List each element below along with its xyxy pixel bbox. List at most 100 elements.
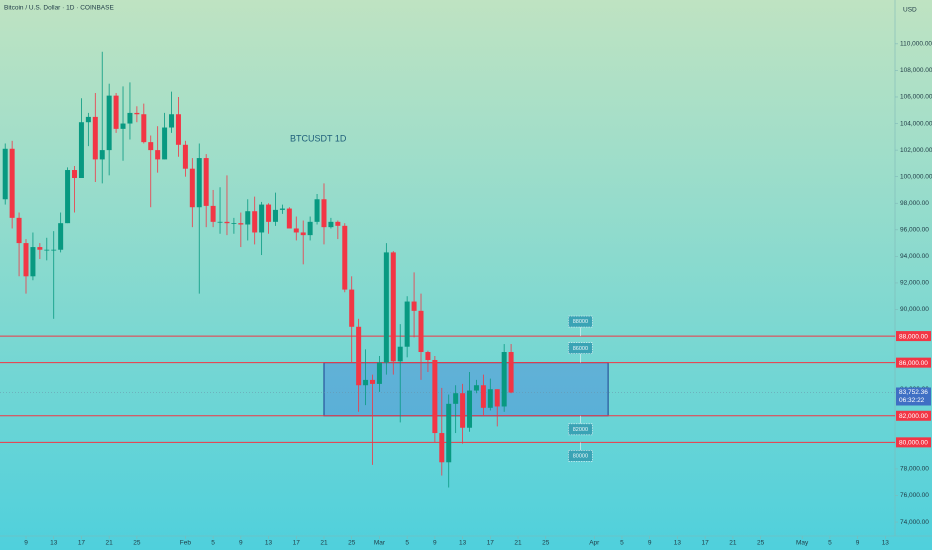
x-tick-label: 13 [459, 540, 467, 547]
level-price-label: 80,000.00 [899, 440, 928, 447]
candle-body [376, 362, 382, 384]
candle-body [439, 433, 445, 463]
candle-body [9, 148, 15, 218]
candle-body [397, 346, 403, 362]
candle-body [162, 127, 168, 160]
x-tick-label: Mar [374, 540, 386, 547]
candle-body [494, 389, 500, 407]
x-tick-label: 9 [856, 540, 860, 547]
y-tick-label: 110,000.00 [900, 41, 932, 48]
candle-body [127, 112, 133, 124]
x-tick-label: 25 [542, 540, 550, 547]
candle-body [363, 379, 369, 386]
y-tick-label: 92,000.00 [900, 280, 929, 287]
x-tick-label: 21 [514, 540, 522, 547]
candle-body [65, 170, 71, 224]
y-tick-label: 106,000.00 [900, 94, 932, 101]
x-tick-label: 13 [50, 540, 58, 547]
callout-box [568, 315, 593, 328]
candle-body [508, 352, 514, 393]
candle-body [210, 205, 216, 222]
candle-body [460, 393, 466, 428]
candle-body [293, 228, 299, 233]
y-tick-label: 94,000.00 [900, 253, 929, 260]
y-tick-label: 108,000.00 [900, 67, 932, 74]
level-price-tag [896, 357, 931, 368]
candle-body [134, 112, 140, 115]
x-tick-label: 25 [348, 540, 356, 547]
candle-body [196, 158, 202, 208]
chart-title: Bitcoin / U.S. Dollar · 1D · COINBASE [4, 5, 114, 12]
y-tick-label: 98,000.00 [900, 200, 929, 207]
zone [323, 362, 609, 417]
candle-body [272, 209, 278, 222]
x-tick-label: 21 [106, 540, 114, 547]
y-tick-label: 76,000.00 [900, 492, 929, 499]
y-tick-label: 100,000.00 [900, 173, 932, 180]
candle-body [314, 199, 320, 222]
last-price-label: 83,752.36 [899, 389, 928, 396]
x-tick-label: 5 [405, 540, 409, 547]
x-tick-label: 13 [265, 540, 273, 547]
x-tick-label: Feb [180, 540, 192, 547]
callout-label: 80000 [573, 454, 588, 460]
y-tick-label: 90,000.00 [900, 306, 929, 313]
candle-body [120, 123, 126, 129]
y-tick-label: 74,000.00 [900, 519, 929, 526]
candle-body [85, 116, 91, 123]
candle-body [300, 232, 306, 236]
candle-body [148, 142, 154, 151]
x-tick-label: 25 [133, 540, 141, 547]
x-tick-label: 17 [702, 540, 710, 547]
candle-body [141, 114, 147, 143]
candle-body [370, 379, 375, 384]
candle-body [453, 393, 459, 404]
annotation: BTCUSDT 1D [290, 133, 347, 143]
candle-body [404, 301, 410, 347]
candle-body [342, 225, 348, 290]
candle-body [279, 208, 285, 210]
candle-body [487, 389, 493, 408]
candle-body [238, 223, 244, 225]
candle-body [37, 247, 43, 250]
candle-body [203, 158, 209, 206]
candle-body [266, 204, 272, 222]
candle-body [383, 252, 389, 363]
level-price-label: 82,000.00 [899, 413, 928, 420]
candle-body [189, 168, 195, 208]
candle-body [106, 95, 112, 151]
x-tick-label: May [796, 540, 809, 547]
candle-body [155, 150, 161, 160]
x-tick-label: 13 [674, 540, 682, 547]
x-tick-label: 5 [620, 540, 624, 547]
candle-body [245, 211, 251, 225]
candle-body [217, 221, 223, 223]
candle-body [335, 221, 341, 226]
candle-body [321, 199, 327, 228]
candle-body [390, 252, 396, 362]
callout-label: 86000 [573, 346, 588, 352]
candle-body [175, 114, 181, 145]
candle-body [411, 301, 417, 311]
x-tick-label: 21 [320, 540, 328, 547]
candle-body [349, 289, 355, 327]
y-tick-label: 102,000.00 [900, 147, 932, 154]
candle-body [2, 148, 8, 200]
x-tick-label: 5 [828, 540, 832, 547]
candle-body [23, 243, 29, 277]
y-tick-label: 96,000.00 [900, 227, 929, 234]
candle-body [182, 144, 188, 169]
candle-body [99, 150, 105, 160]
candle-body [113, 95, 119, 129]
candle-body [473, 385, 479, 391]
last-price-tag [896, 387, 931, 406]
level-price-label: 88,000.00 [899, 333, 928, 340]
candle-body [16, 217, 22, 244]
x-tick-label: 5 [211, 540, 215, 547]
candle-body [480, 385, 486, 408]
candle-body [418, 310, 424, 353]
candle-body [501, 352, 507, 407]
x-tick-label: 9 [648, 540, 652, 547]
